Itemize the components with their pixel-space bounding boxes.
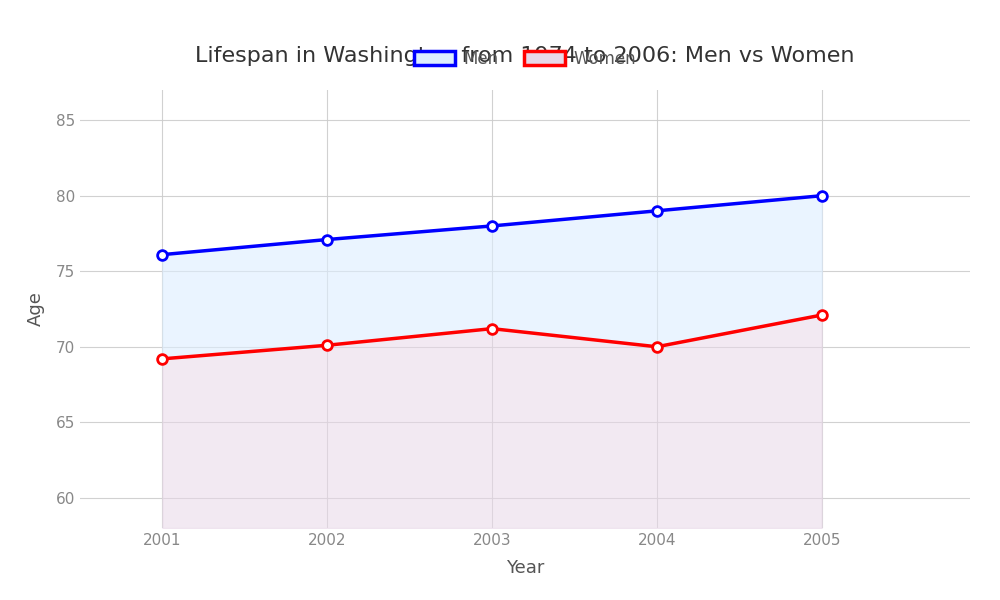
Title: Lifespan in Washington from 1974 to 2006: Men vs Women: Lifespan in Washington from 1974 to 2006… — [195, 46, 855, 66]
X-axis label: Year: Year — [506, 559, 544, 577]
Legend: Men, Women: Men, Women — [405, 41, 645, 76]
Y-axis label: Age: Age — [27, 292, 45, 326]
